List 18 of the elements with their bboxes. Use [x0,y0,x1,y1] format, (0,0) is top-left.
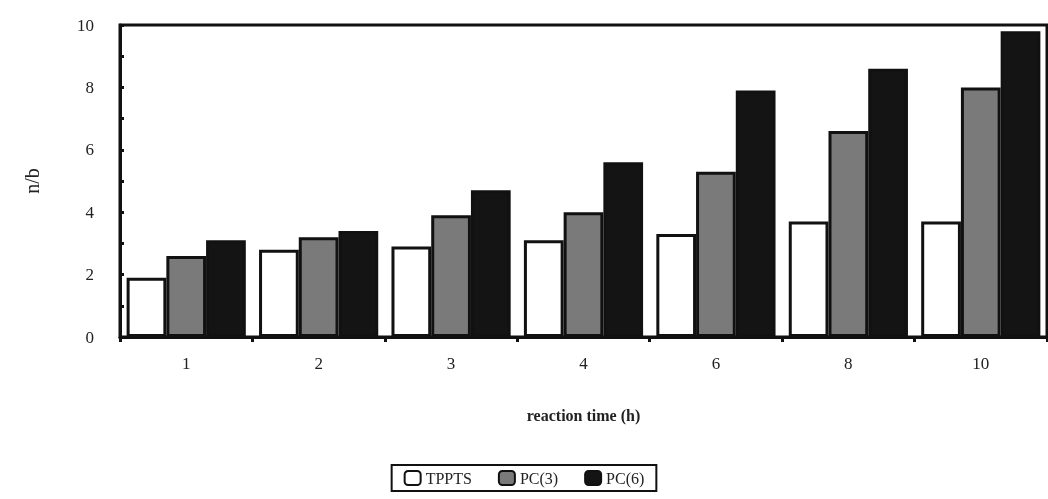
x-tick-label: 2 [314,354,323,373]
legend-label: PC(6) [606,469,645,488]
x-tick-label: 3 [446,354,456,373]
y-tick-label: 0 [85,327,94,347]
y-tick-label: 4 [85,202,95,222]
x-axis-title: reaction time (h) [526,406,641,425]
y-tick-label: 6 [85,140,94,160]
x-tick-label: 8 [844,354,853,373]
x-tick-label: 10 [972,354,990,373]
y-axis-title: n/b [21,168,43,194]
y-tick-label: 8 [85,77,94,97]
legend-label: TPPTS [425,469,472,487]
x-tick-label: 1 [181,354,191,373]
x-tick-label: 6 [711,354,721,373]
x-tick-label: 4 [579,354,589,373]
legend-label: PC(3) [519,469,559,488]
y-tick-label: 10 [77,15,94,35]
y-tick-label: 2 [85,265,94,285]
